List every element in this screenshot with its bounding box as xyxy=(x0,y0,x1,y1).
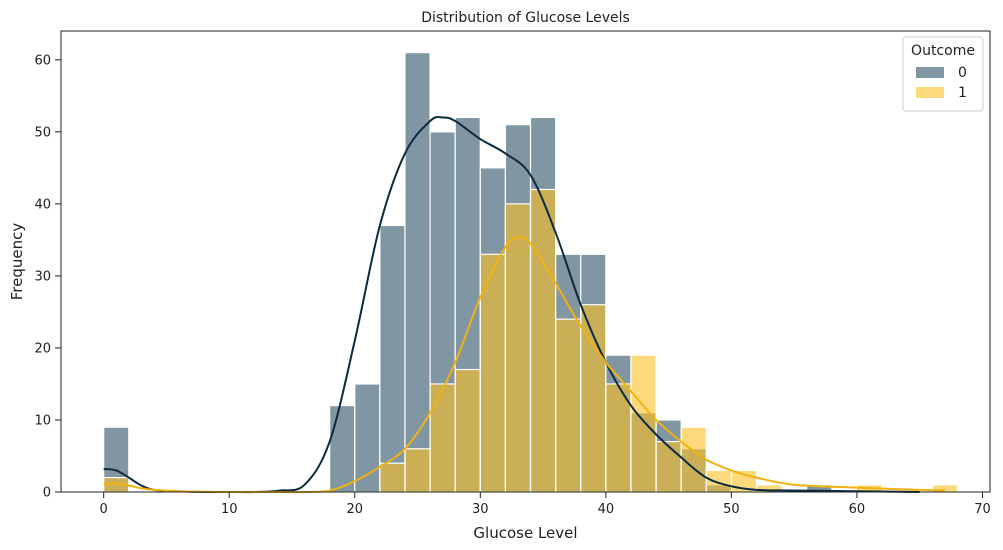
bar-outcome-0-bin-9 xyxy=(329,404,356,493)
bar-outcome-0-bin-12 xyxy=(404,52,431,493)
y-axis-label: Frequency xyxy=(8,223,26,301)
bar-outcome-1-bin-18 xyxy=(555,318,582,493)
x-tick-label-0: 0 xyxy=(100,502,108,517)
y-tick-label-40: 40 xyxy=(34,197,51,212)
y-tick-label-60: 60 xyxy=(34,53,51,68)
x-axis: 0 10 20 30 40 50 60 70 xyxy=(100,492,991,517)
bar-outcome-1-bin-12 xyxy=(404,448,431,493)
bar-outcome-0-bin-11 xyxy=(379,224,406,493)
y-tick-label-10: 10 xyxy=(34,413,51,428)
y-tick-label-0: 0 xyxy=(43,486,51,501)
x-tick-label-60: 60 xyxy=(849,502,866,517)
bar-outcome-1-bin-22 xyxy=(655,440,682,493)
bar-outcome-1-bin-20 xyxy=(605,383,632,493)
bar-outcome-1-bin-21 xyxy=(630,354,657,493)
bar-outcome-1-bin-13 xyxy=(429,383,456,493)
x-tick-label-10: 10 xyxy=(221,502,238,517)
bar-outcome-1-bin-16 xyxy=(504,203,532,493)
bar-outcome-1-bin-17 xyxy=(529,188,557,493)
x-tick-label-30: 30 xyxy=(472,502,489,517)
bar-outcome-1-bin-11 xyxy=(379,462,406,493)
y-tick-label-20: 20 xyxy=(34,341,51,356)
bars-layer xyxy=(103,52,958,493)
y-tick-label-30: 30 xyxy=(34,269,51,284)
legend-swatch-0 xyxy=(916,67,944,78)
bar-outcome-1-bin-24 xyxy=(705,469,732,493)
legend-title: Outcome xyxy=(911,43,975,59)
bar-outcome-1-bin-14 xyxy=(454,368,481,493)
x-tick-label-20: 20 xyxy=(346,502,363,517)
x-tick-label-50: 50 xyxy=(723,502,740,517)
x-tick-label-70: 70 xyxy=(974,502,991,517)
kde-line-outcome-1 xyxy=(103,236,945,494)
legend-label-0: 0 xyxy=(958,65,967,81)
y-tick-label-50: 50 xyxy=(34,125,51,140)
y-axis: 0 10 20 30 40 50 60 xyxy=(34,53,61,501)
x-axis-label: Glucose Level xyxy=(473,524,577,542)
bar-outcome-0-bin-10 xyxy=(354,383,381,493)
x-tick-label-40: 40 xyxy=(598,502,615,517)
plot-frame xyxy=(60,30,991,493)
chart-title: Distribution of Glucose Levels xyxy=(421,10,630,26)
legend: Outcome 0 1 xyxy=(902,36,984,112)
bar-outcome-1-bin-15 xyxy=(479,253,507,493)
legend-label-1: 1 xyxy=(958,85,967,101)
legend-swatch-1 xyxy=(916,87,944,98)
